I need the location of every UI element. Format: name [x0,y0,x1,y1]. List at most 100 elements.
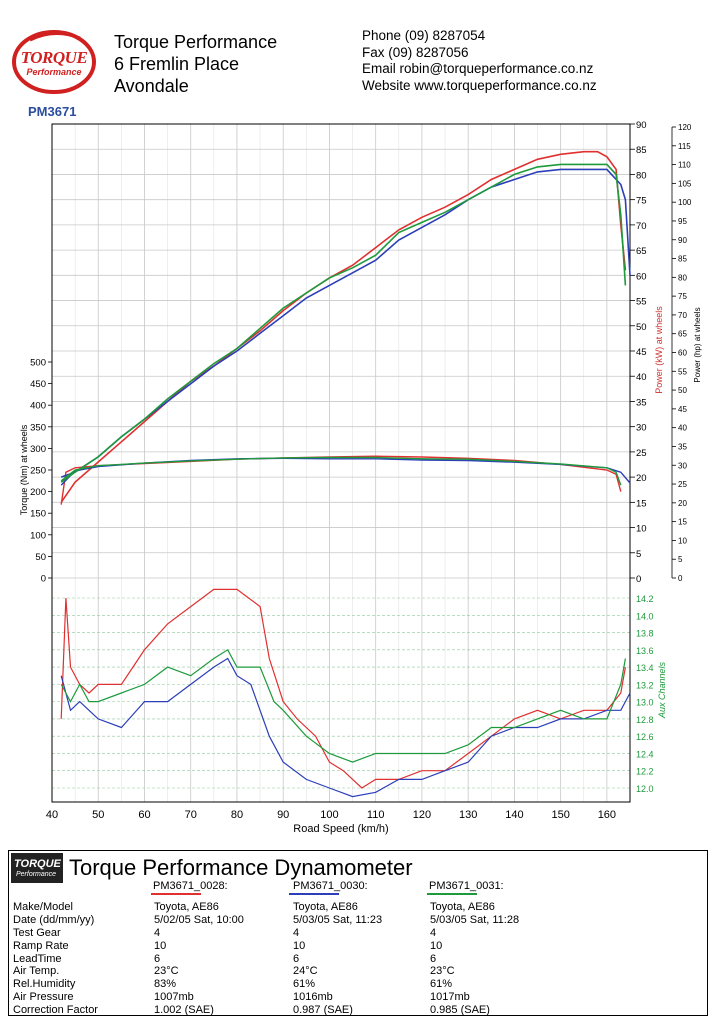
x-tick-label: 140 [505,809,523,821]
power-line-3 [60,163,627,483]
hp-tick-label: 95 [678,217,687,226]
kw-tick-label: 85 [636,145,647,156]
row-value-2: 10 [293,939,306,952]
power-line-1 [60,150,627,503]
torque-tick-label: 200 [30,487,46,498]
row-value-1: Toyota, AE86 [154,901,219,913]
torque-tick-label: 150 [30,509,46,520]
run-header-2: PM3671_0030: [293,880,368,892]
row-value-3: 4 [430,926,437,939]
row-value-2: 1016mb [293,991,333,1004]
row-label: Ramp Rate [13,939,69,952]
row-value-1: 4 [154,926,161,939]
hp-tick-label: 100 [678,198,692,207]
contact-website[interactable]: Website www.torqueperformance.co.nz [362,77,597,93]
run-color-swatch-3 [427,893,477,895]
hp-tick-label: 25 [678,480,687,489]
hp-tick-label: 60 [678,349,687,358]
hp-tick-label: 10 [678,536,687,545]
hp-tick-label: 40 [678,424,687,433]
row-label: Date (dd/mm/yy) [13,913,95,926]
hp-tick-label: 120 [678,123,692,132]
row-value-2: 61% [293,978,316,991]
row-label: Air Pressure [13,991,74,1004]
row-value-2: 0.987 (SAE) [293,1004,353,1017]
row-value-1: 83% [154,978,177,991]
hp-tick-label: 115 [678,142,691,151]
kw-tick-label: 0 [636,574,641,585]
row-label: Rel.Humidity [13,978,76,991]
dyno-chart: 40 50 60 70 80 90 100 110 120 130 140 150 1600510152… [19,120,702,835]
row-value-2: 6 [293,952,300,965]
torque-tick-label: 100 [30,530,46,541]
footer-logo-word: TORQUE [14,858,61,870]
company-address: Torque Performance 6 Fremlin Place Avond… [114,31,277,97]
row-value-3: 10 [430,939,443,952]
row-label: LeadTime [13,952,62,965]
row-value-1: 10 [154,939,167,952]
x-tick-label: 70 [185,809,197,821]
row-value-3: 61% [430,978,453,991]
torque-tick-label: 400 [30,401,46,412]
row-label: Correction Factor [13,1004,98,1017]
logo-subtitle: Performance [26,67,82,77]
row-label: Test Gear [13,926,61,939]
aux-line-1 [60,588,626,789]
x-tick-label: 130 [459,809,477,821]
row-value-1: 23°C [154,965,179,978]
row-value-3: 1017mb [430,991,470,1004]
company-suburb: Avondale [114,76,189,96]
row-label: Air Temp. [13,965,60,978]
row-value-1: 6 [154,952,161,965]
row-value-3: 5/03/05 Sat, 11:28 [430,913,520,926]
footer-title: Torque Performance Dynamometer [69,855,413,880]
logo-word: TORQUE [20,48,88,67]
row-value-3: Toyota, AE86 [430,901,495,913]
x-tick-label: 110 [367,809,385,821]
hp-tick-label: 55 [678,367,687,376]
row-value-2: 5/03/05 Sat, 11:23 [293,913,383,926]
hp-tick-label: 0 [678,574,683,583]
aux-tick-label: 14.2 [636,594,654,604]
run-header-3: PM3671_0031: [429,880,504,892]
kw-tick-label: 90 [636,120,647,131]
hp-tick-label: 90 [678,236,687,245]
hp-tick-label: 80 [678,273,687,282]
company-street: 6 Fremlin Place [114,54,240,74]
aux-tick-label: 12.6 [636,732,654,742]
hp-tick-label: 30 [678,461,687,470]
aux-axis-label: Aux Channels [657,661,667,719]
x-tick-label: 50 [92,809,104,821]
torque-logo [12,30,96,94]
aux-tick-label: 13.0 [636,698,654,708]
x-tick-label: 120 [413,809,431,821]
contact-phone: Phone (09) 8287054 [362,28,486,43]
hp-tick-label: 45 [678,405,687,414]
contact-fax: Fax (09) 8287056 [362,44,469,60]
row-value-2: Toyota, AE86 [293,901,358,913]
aux-tick-label: 12.0 [636,784,654,794]
power-hp-axis-label: Power (hp) at wheels [693,307,702,382]
kw-tick-label: 35 [636,397,647,408]
report-id: PM3671 [28,104,77,119]
kw-tick-label: 15 [636,498,647,509]
contact-email[interactable]: Email robin@torqueperformance.co.nz [362,61,594,76]
kw-tick-label: 5 [636,549,641,560]
run-header-1: PM3671_0028: [153,880,228,892]
x-axis-label: Road Speed (km/h) [293,823,388,835]
kw-tick-label: 60 [636,271,647,282]
torque-tick-label: 450 [30,379,46,390]
footer-logo: TORQUE Performance [11,853,63,883]
aux-tick-label: 13.4 [636,663,654,673]
footer-logo-subtitle: Performance [16,871,57,878]
row-value-3: 6 [430,952,437,965]
x-tick-label: 40 [46,809,58,821]
torque-tick-label: 250 [30,466,46,477]
x-tick-label: 100 [320,809,338,821]
aux-tick-label: 12.2 [636,767,654,777]
aux-tick-label: 12.8 [636,715,654,725]
hp-tick-label: 35 [678,442,687,451]
hp-tick-label: 15 [678,518,687,527]
row-label: Make/Model [13,901,73,913]
aux-line-2 [60,657,631,798]
